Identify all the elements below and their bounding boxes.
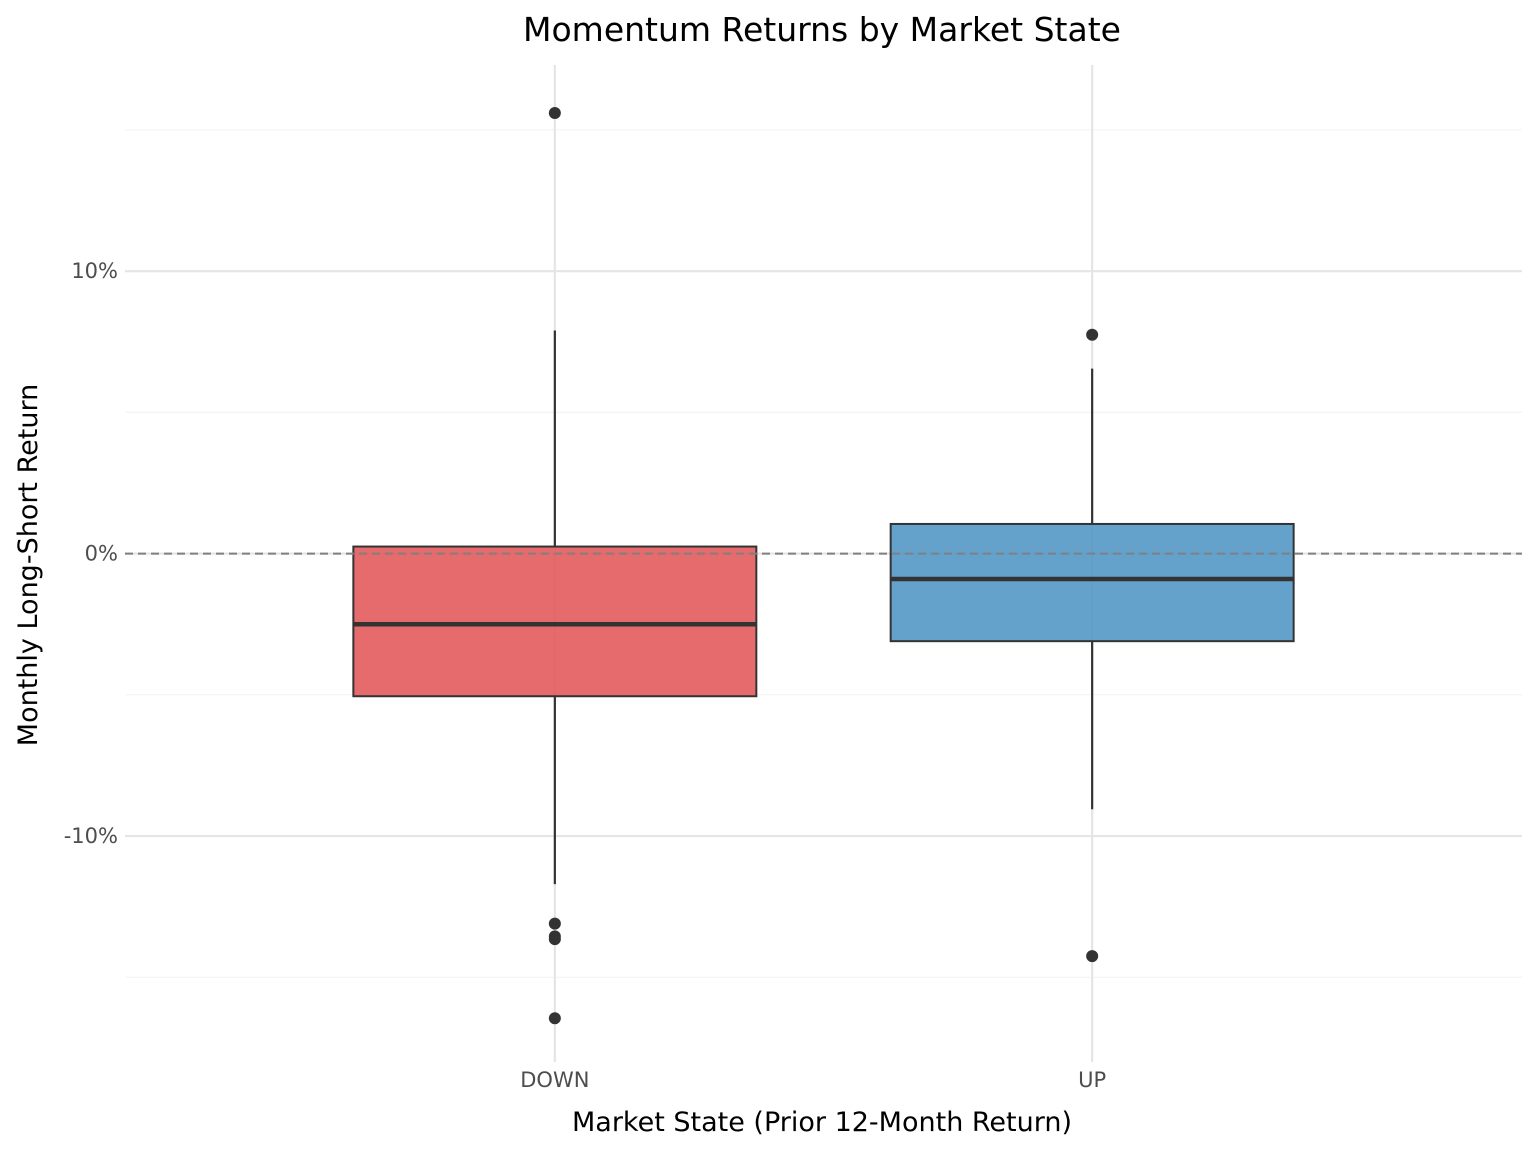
outlier-point-down: [548, 933, 561, 946]
y-tick-label: 0%: [85, 542, 118, 566]
box-up: [889, 328, 1295, 963]
grid-layer: [125, 65, 1522, 1062]
y-tick-label: 10%: [71, 259, 118, 283]
outlier-point-down: [548, 1012, 561, 1025]
y-axis-title: Monthly Long-Short Return: [13, 384, 44, 746]
outlier-point-up: [1086, 950, 1099, 963]
box-iqr-down: [352, 545, 758, 698]
outlier-point-down: [548, 917, 561, 930]
box-iqr-up: [889, 522, 1295, 643]
box-layer: [125, 107, 1522, 1025]
box-down: [352, 107, 758, 1025]
outlier-point-up: [1086, 328, 1099, 341]
x-tick-label-up: UP: [1078, 1068, 1106, 1092]
chart-title: Momentum Returns by Market State: [523, 10, 1121, 49]
x-tick-label-down: DOWN: [520, 1068, 589, 1092]
x-axis-title: Market State (Prior 12-Month Return): [572, 1107, 1072, 1138]
y-tick-label: -10%: [64, 824, 118, 848]
outlier-point-down: [548, 107, 561, 120]
tick-label-layer: -10% 0% 10% DOWN UP: [64, 259, 1106, 1092]
